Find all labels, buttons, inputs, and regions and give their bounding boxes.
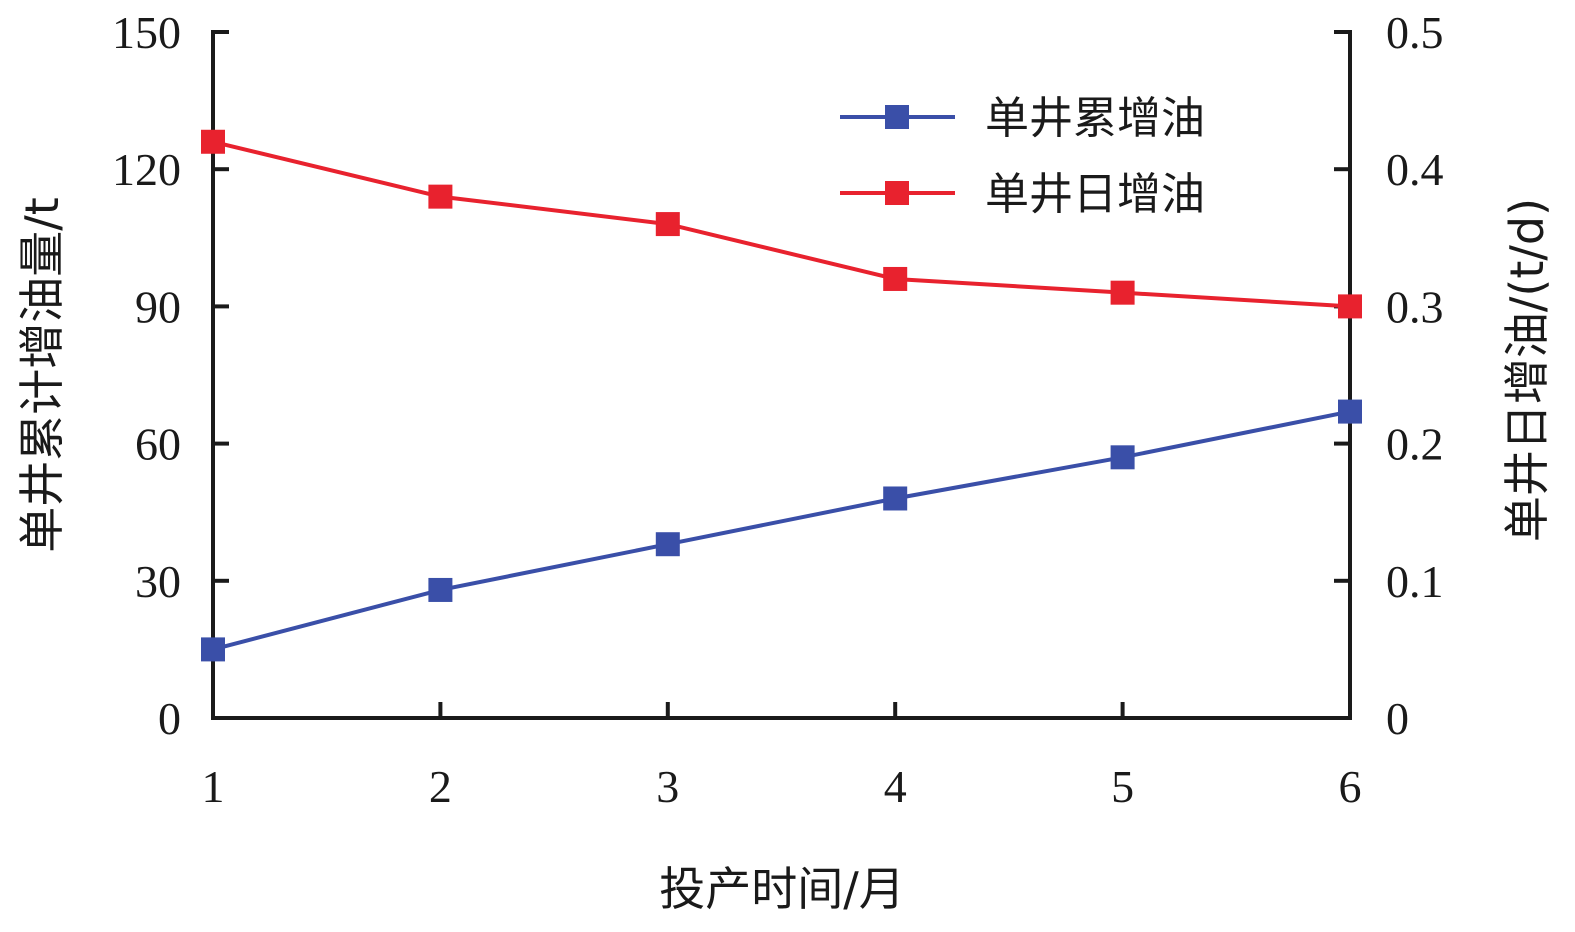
series-2-marker [655, 212, 680, 237]
series-2-marker [428, 184, 453, 209]
y-left-tick-label: 0 [158, 693, 181, 744]
y-right-tick-label: 0.1 [1386, 556, 1444, 607]
series-1-marker [883, 486, 908, 511]
y-right-tick-label: 0.2 [1386, 419, 1444, 470]
series-2-marker [201, 129, 225, 154]
legend-label-2: 单井日增油 [985, 169, 1205, 220]
x-tick-label: 5 [1111, 761, 1134, 812]
y-right-tick-label: 0.4 [1386, 144, 1444, 195]
series-1-marker [201, 637, 225, 662]
y-left-tick-label: 30 [135, 556, 181, 607]
y-axis-left-title: 单井累计增油量/t [15, 197, 69, 553]
y-axis-right-title: 单井日增油/(t/d) [1500, 198, 1554, 542]
x-tick-label: 2 [429, 761, 452, 812]
series-group [201, 129, 1362, 662]
x-tick-label: 4 [884, 761, 907, 812]
y-right-tick-label: 0 [1386, 693, 1409, 744]
axes: 0 30 60 90 120 150 0 0.1 0.2 0.3 0.4 0.5 1 2 3 4 5 6 [112, 7, 1444, 812]
legend-marker-1 [885, 105, 909, 129]
series-line-1 [212, 409, 1351, 652]
y-left-tick-label: 90 [135, 281, 181, 332]
x-tick-label: 3 [656, 761, 679, 812]
series-1-marker [428, 577, 453, 602]
y-left-tick-label: 60 [135, 419, 181, 470]
series-1-marker [655, 532, 680, 557]
y-left-tick-label: 150 [112, 7, 181, 58]
series-1-marker [1338, 399, 1362, 424]
series-1-marker [1110, 445, 1135, 470]
x-tick-label: 6 [1339, 761, 1362, 812]
series-2-marker [883, 266, 908, 291]
series-2-marker [1338, 294, 1362, 319]
legend-label-1: 单井累增油 [985, 93, 1205, 144]
x-tick-label: 1 [202, 761, 225, 812]
x-axis-title: 投产时间/月 [659, 862, 905, 916]
y-right-tick-label: 0.3 [1386, 281, 1444, 332]
series-2-marker [1110, 280, 1135, 305]
y-right-tick-label: 0.5 [1386, 7, 1444, 58]
y-left-tick-label: 120 [112, 144, 181, 195]
series-line-2 [212, 139, 1351, 309]
legend-marker-2 [885, 181, 909, 205]
